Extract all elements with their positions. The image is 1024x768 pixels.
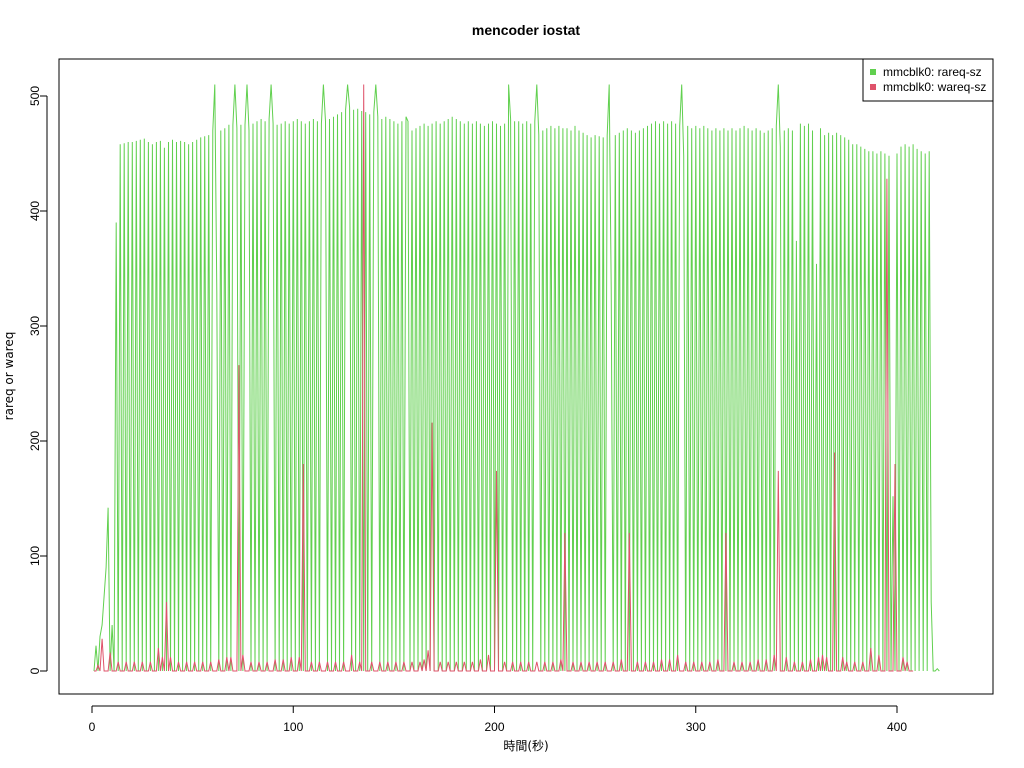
series-line-wareq [94, 84, 914, 672]
x-tick-label: 100 [283, 720, 303, 734]
x-tick-label: 0 [89, 720, 96, 734]
series-layer [93, 84, 940, 672]
legend-swatch-wareq [870, 84, 876, 90]
chart-title: mencoder iostat [472, 22, 580, 38]
plot-frame [58, 58, 994, 695]
series-line-rareq [93, 84, 940, 672]
x-tick-label: 400 [887, 720, 907, 734]
y-axis-label: rareq or wareq [2, 332, 16, 421]
x-tick-label: 300 [686, 720, 706, 734]
x-axis-label: 時間(秒) [503, 739, 548, 753]
x-axis: 0 100 200 300 400 [89, 705, 907, 734]
legend-label-wareq: mmcblk0: wareq-sz [883, 80, 986, 94]
legend-box [862, 58, 994, 102]
y-tick-label: 0 [28, 667, 42, 674]
y-tick-label: 300 [28, 316, 42, 336]
y-tick-label: 500 [28, 86, 42, 106]
legend-label-rareq: mmcblk0: rareq-sz [883, 65, 982, 79]
legend: mmcblk0: rareq-sz mmcblk0: wareq-sz [862, 58, 994, 102]
y-tick-label: 400 [28, 201, 42, 221]
y-axis: 0 100 200 300 400 500 [28, 86, 48, 674]
legend-swatch-rareq [870, 69, 876, 75]
y-tick-label: 200 [28, 431, 42, 451]
x-tick-label: 200 [484, 720, 504, 734]
y-tick-label: 100 [28, 546, 42, 566]
